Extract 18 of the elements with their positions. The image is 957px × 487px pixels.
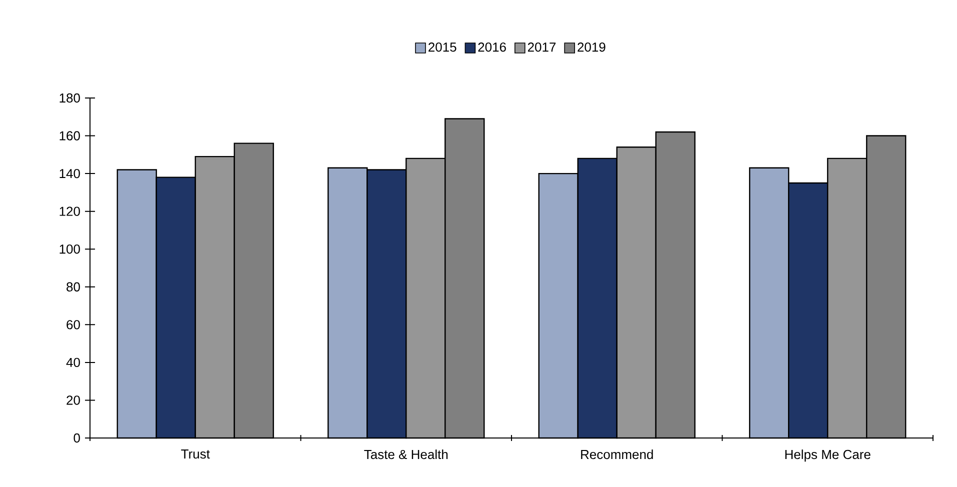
legend-label: 2016	[478, 42, 506, 52]
legend-label: 2015	[428, 42, 456, 52]
x-tick-label: Recommend	[581, 450, 653, 460]
y-tick-label: 180	[60, 93, 80, 103]
legend-label: 2019	[578, 42, 606, 52]
y-tick-label: 160	[60, 131, 80, 140]
x-tick-label: Taste & Health	[364, 450, 448, 460]
y-tick-label: 100	[60, 244, 80, 254]
y-tick-label: 140	[60, 168, 80, 178]
legend-label: 2017	[528, 42, 556, 52]
y-tick-label: 120	[60, 206, 80, 216]
y-tick-label: 40	[66, 358, 80, 368]
y-tick-label: 60	[66, 320, 80, 330]
y-tick-label: 80	[66, 282, 80, 292]
x-tick-label: Trust	[181, 450, 210, 459]
y-tick-label: 20	[66, 396, 80, 405]
x-tick-label: Helps Me Care	[785, 450, 870, 462]
y-tick-label: 0	[74, 433, 80, 443]
